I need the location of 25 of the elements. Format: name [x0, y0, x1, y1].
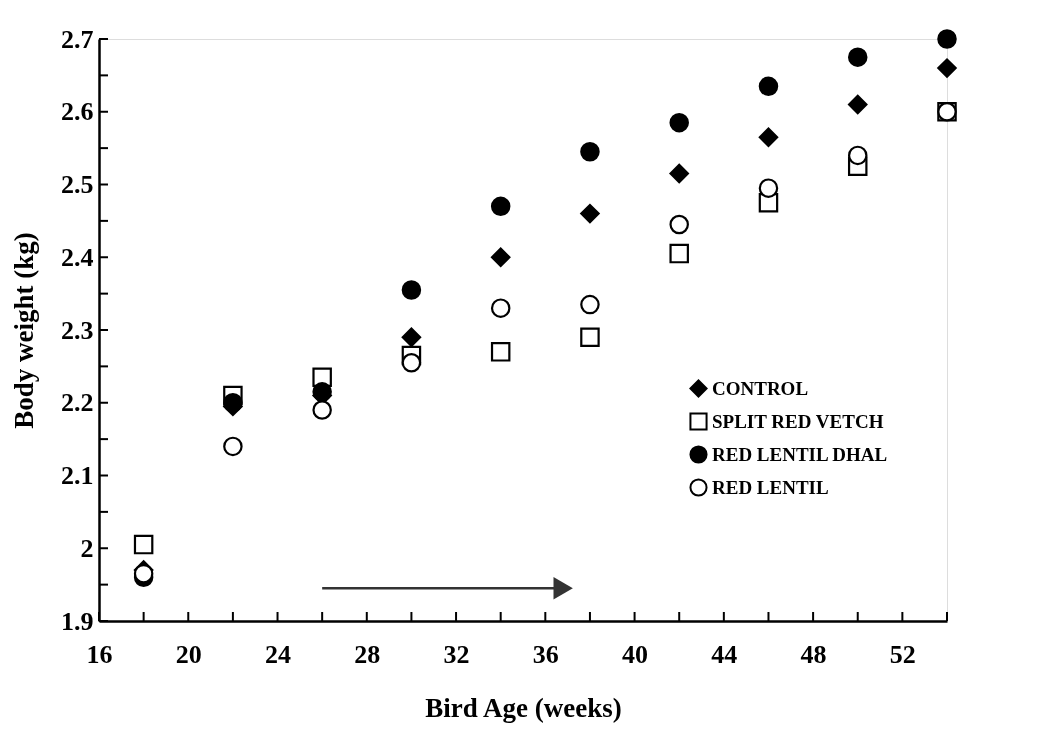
x-tick-label: 16	[86, 639, 113, 669]
y-tick-label: 2.7	[61, 24, 94, 54]
x-tick-label: 28	[354, 639, 381, 669]
x-tick-label: 44	[711, 639, 738, 669]
legend-label: SPLIT RED VETCH	[712, 410, 884, 432]
legend-label: RED LENTIL DHAL	[712, 443, 888, 465]
y-tick-label: 2.5	[61, 170, 94, 199]
y-tick-label: 2.2	[61, 388, 94, 418]
x-axis-title: Bird Age (weeks)	[425, 692, 622, 723]
y-tick-label: 2.1	[61, 461, 94, 490]
x-tick-label: 52	[889, 639, 916, 669]
x-tick-label: 32	[443, 639, 470, 669]
legend-label: CONTROL	[712, 377, 809, 399]
legend-label: RED LENTIL	[712, 476, 829, 498]
y-tick-label: 2.6	[61, 97, 94, 127]
y-tick-label: 2.3	[61, 315, 94, 345]
x-tick-label: 20	[175, 639, 202, 669]
x-tick-label: 36	[532, 639, 559, 669]
y-tick-label: 2.4	[61, 242, 94, 272]
y-tick-label: 1.9	[61, 606, 94, 636]
x-tick-label: 40	[622, 639, 649, 669]
x-tick-label: 48	[800, 639, 827, 669]
y-tick-label: 2	[80, 533, 94, 563]
y-axis-title: Body weight (kg)	[9, 232, 39, 429]
x-tick-label: 24	[265, 639, 292, 669]
